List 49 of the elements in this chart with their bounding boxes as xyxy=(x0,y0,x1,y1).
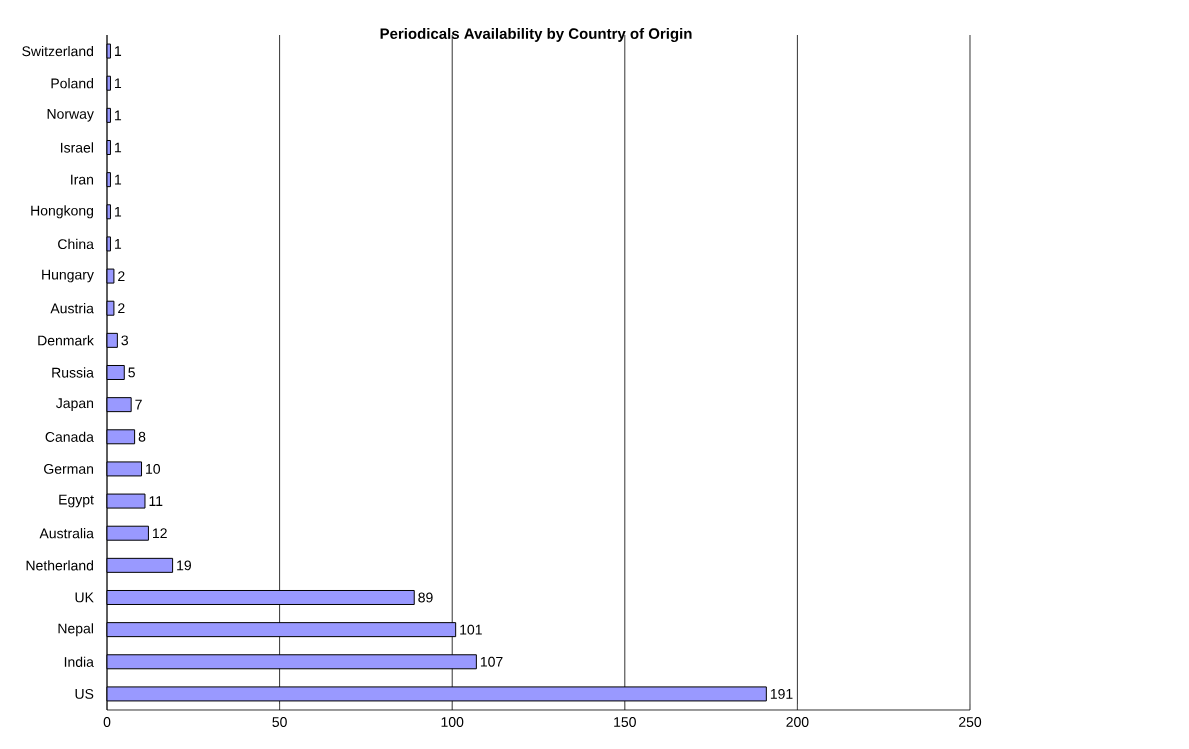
x-tick-label: 150 xyxy=(614,717,636,727)
y-tick-label: Denmark xyxy=(38,335,94,346)
data-label: 107 xyxy=(480,656,503,667)
y-tick-label: Switzerland xyxy=(22,45,94,57)
data-label: 89 xyxy=(418,592,433,603)
data-label: 1 xyxy=(115,174,122,185)
data-label: 3 xyxy=(121,335,129,346)
y-tick-label: Nepal xyxy=(58,623,93,637)
y-tick-label: Hungary xyxy=(42,269,94,283)
y-tick-label: Australia xyxy=(39,528,94,539)
data-label: 1 xyxy=(115,78,122,89)
y-tick-label: Norway xyxy=(47,109,94,122)
data-label: 19 xyxy=(177,560,191,571)
x-tick-label: 200 xyxy=(786,717,809,727)
y-tick-label: Canada xyxy=(45,431,94,442)
data-label: 1 xyxy=(115,46,122,56)
y-tick-label: Poland xyxy=(51,78,94,89)
data-label: 10 xyxy=(146,463,161,474)
chart-title: Periodicals Availability by Country of Origin xyxy=(380,27,692,42)
data-label: 1 xyxy=(115,142,122,153)
y-tick-label: Egypt xyxy=(59,494,94,508)
x-tick-label: 50 xyxy=(272,717,287,727)
x-tick-label: 100 xyxy=(441,717,464,727)
y-tick-label: Iran xyxy=(71,174,94,185)
data-label: 7 xyxy=(135,399,142,410)
data-label: 191 xyxy=(770,688,793,699)
x-tick-label: 250 xyxy=(959,717,982,727)
data-label: 8 xyxy=(138,431,146,442)
data-label: 101 xyxy=(460,624,482,635)
y-tick-label: German xyxy=(44,463,94,474)
y-tick-label: China xyxy=(58,238,94,250)
data-label: 1 xyxy=(115,239,122,249)
data-label: 1 xyxy=(115,206,122,217)
y-tick-label: Israel xyxy=(60,142,93,153)
y-tick-label: Netherland xyxy=(26,560,94,571)
data-label: 11 xyxy=(149,496,163,506)
y-tick-label: Hongkong xyxy=(31,205,94,219)
x-tick-label: 0 xyxy=(103,717,111,727)
data-label: 2 xyxy=(118,271,125,281)
data-label: 1 xyxy=(115,110,122,121)
y-tick-label: Japan xyxy=(56,398,94,411)
data-label: 2 xyxy=(118,303,125,314)
data-label: 5 xyxy=(128,367,135,378)
y-tick-label: India xyxy=(64,656,94,667)
y-tick-label: UK xyxy=(75,592,94,603)
data-label: 12 xyxy=(153,528,167,539)
y-tick-label: US xyxy=(75,688,94,699)
y-tick-label: Austria xyxy=(50,303,94,314)
y-tick-label: Russia xyxy=(52,367,94,378)
